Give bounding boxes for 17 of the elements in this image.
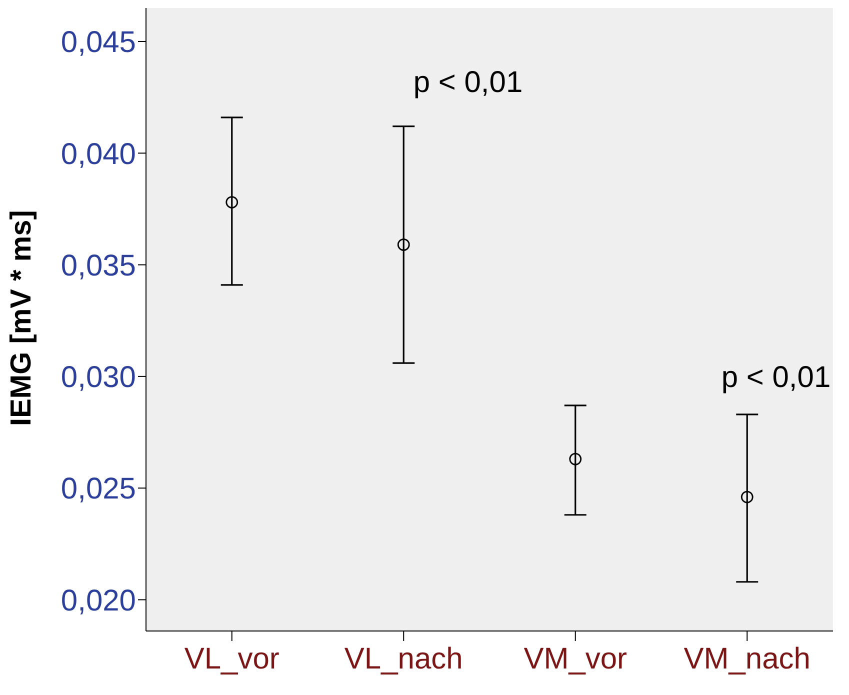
x-tick-label: VL_nach bbox=[344, 642, 463, 676]
point bbox=[397, 238, 410, 251]
point bbox=[226, 196, 238, 208]
y-tick-label: 0,025 bbox=[60, 472, 136, 506]
point bbox=[740, 490, 754, 504]
y-tick-label: 0,035 bbox=[60, 249, 136, 282]
x-tick-label: VM_vor bbox=[524, 642, 628, 676]
y-tick-label: 0,020 bbox=[60, 584, 136, 618]
y-tick-label: 0,030 bbox=[60, 361, 136, 394]
x-tick-label: VL_vor bbox=[184, 642, 280, 676]
annotation: p < 0,01 bbox=[721, 361, 831, 395]
y-axis-title: IEMG [mV * ms] bbox=[6, 210, 38, 426]
y-tick-label: 0,040 bbox=[60, 138, 136, 171]
annotation: p < 0,01 bbox=[413, 66, 523, 100]
x-tick-label: VM_nach bbox=[684, 642, 810, 676]
y-tick-label: 0,045 bbox=[60, 26, 136, 60]
point bbox=[569, 452, 582, 466]
